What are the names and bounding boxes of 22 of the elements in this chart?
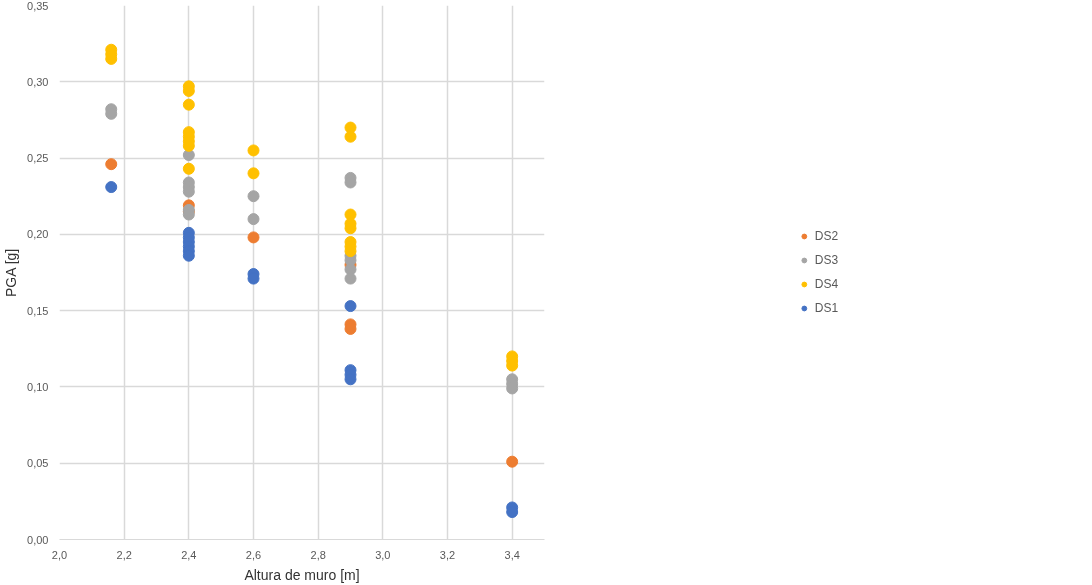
legend-label: DS4	[814, 277, 839, 291]
x-tick-label: 3,0	[375, 548, 391, 561]
x-tick-label: 2,6	[245, 548, 262, 561]
y-tick-label: 0,10	[27, 380, 49, 393]
x-tick-label: 2,8	[310, 548, 326, 561]
x-tick-label: 2,2	[116, 548, 132, 561]
legend-label: DS2	[814, 229, 839, 243]
y-axis-title: PGA [g]	[3, 248, 20, 298]
x-axis-title: Altura de muro [m]	[244, 566, 360, 583]
x-tick-label: 2,0	[51, 548, 68, 561]
x-tick-label: 2,4	[181, 548, 197, 561]
y-tick-label: 0,25	[27, 152, 49, 165]
x-tick-label: 3,4	[504, 548, 520, 561]
y-tick-label: 0,00	[27, 533, 49, 546]
y-tick-label: 0,30	[27, 75, 49, 88]
y-tick-label: 0,05	[27, 457, 49, 470]
legend-label: DS1	[814, 301, 839, 315]
legend-label: DS3	[814, 253, 839, 267]
x-tick-label: 3,2	[439, 548, 456, 561]
y-tick-label: 0,20	[27, 228, 49, 241]
y-tick-label: 0,15	[27, 304, 49, 317]
y-tick-label: 0,35	[27, 0, 49, 12]
